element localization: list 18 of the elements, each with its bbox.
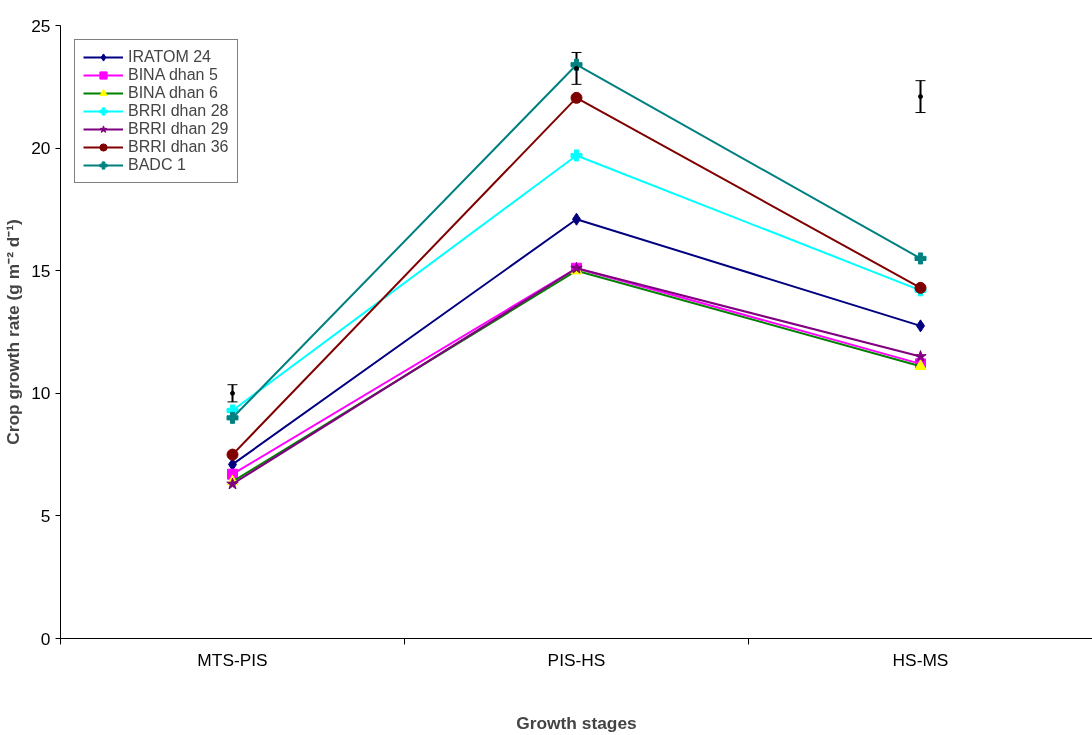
- y-tick-label: 5: [40, 505, 51, 526]
- legend-label: BINA dhan 6: [128, 84, 218, 102]
- legend-label: IRATOM 24: [128, 48, 211, 66]
- legend-label: BRRI dhan 28: [128, 102, 229, 120]
- x-tick-label: HS-MS: [892, 649, 949, 670]
- y-tick-label: 0: [40, 628, 51, 649]
- y-tick-label: 15: [31, 260, 51, 281]
- x-tick-label: PIS-HS: [547, 649, 606, 670]
- legend-label: BRRI dhan 36: [128, 138, 229, 156]
- x-axis-title: Growth stages: [516, 712, 637, 733]
- x-tick-label: MTS-PIS: [197, 649, 268, 670]
- legend-label: BADC 1: [128, 156, 186, 174]
- legend-label: BRRI dhan 29: [128, 120, 229, 138]
- y-tick-label: 25: [31, 15, 51, 36]
- y-axis-title: Crop growth rate (g m⁻² d⁻¹): [3, 219, 24, 445]
- y-tick-label: 10: [31, 383, 51, 404]
- legend-label: BINA dhan 5: [128, 66, 218, 84]
- y-tick-label: 20: [31, 138, 51, 159]
